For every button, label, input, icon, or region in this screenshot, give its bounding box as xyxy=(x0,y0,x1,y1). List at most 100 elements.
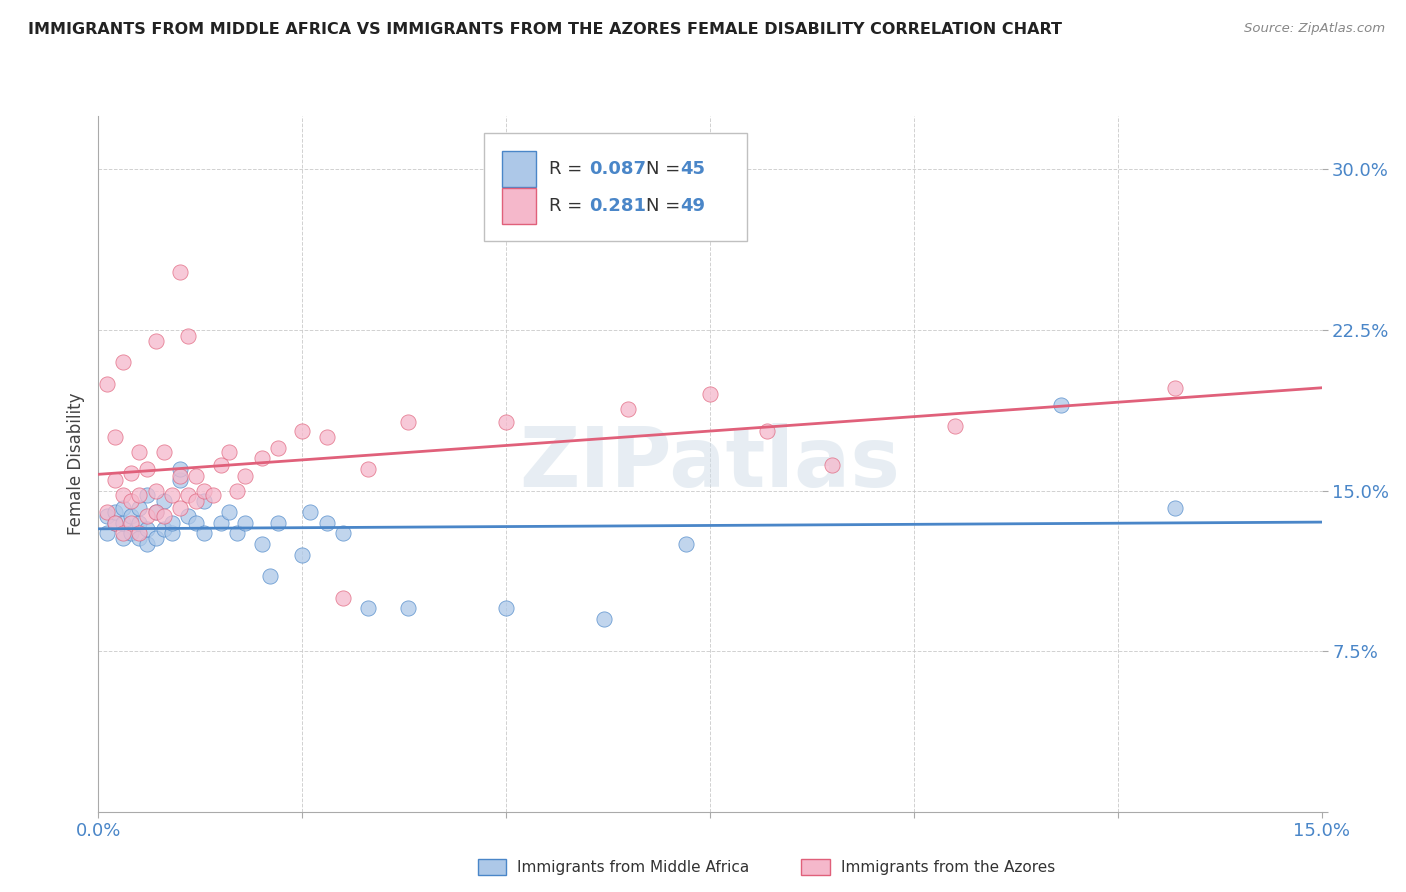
FancyBboxPatch shape xyxy=(502,187,536,224)
Point xyxy=(193,483,215,498)
Point xyxy=(111,500,134,515)
Point xyxy=(152,445,174,459)
Point xyxy=(495,601,517,615)
Point xyxy=(128,526,150,541)
Point xyxy=(177,488,200,502)
Bar xyxy=(801,859,830,875)
Point xyxy=(152,509,174,524)
Point xyxy=(111,516,134,530)
Point xyxy=(495,415,517,429)
FancyBboxPatch shape xyxy=(502,151,536,187)
Point xyxy=(315,430,337,444)
Point xyxy=(169,473,191,487)
Point xyxy=(218,445,240,459)
Point xyxy=(177,329,200,343)
Point xyxy=(145,334,167,348)
Point xyxy=(821,458,844,472)
Point xyxy=(128,445,150,459)
Point xyxy=(160,488,183,502)
Point xyxy=(186,468,208,483)
Point xyxy=(356,462,378,476)
Point xyxy=(111,531,134,545)
Point xyxy=(152,522,174,536)
Text: R =: R = xyxy=(548,160,588,178)
Point xyxy=(96,526,118,541)
Point xyxy=(186,494,208,508)
Point xyxy=(96,509,118,524)
Point xyxy=(259,569,281,583)
Point xyxy=(111,355,134,369)
Text: ZIPatlas: ZIPatlas xyxy=(520,424,900,504)
Point xyxy=(756,424,779,438)
Point xyxy=(1164,500,1187,515)
Point xyxy=(120,494,142,508)
Point xyxy=(136,462,159,476)
Point xyxy=(152,494,174,508)
Text: N =: N = xyxy=(647,197,686,215)
Point xyxy=(299,505,322,519)
Point xyxy=(177,509,200,524)
Point xyxy=(226,526,249,541)
Point xyxy=(201,488,224,502)
FancyBboxPatch shape xyxy=(484,134,747,241)
Point xyxy=(120,526,142,541)
Point xyxy=(218,505,240,519)
Point xyxy=(145,505,167,519)
Point xyxy=(145,505,167,519)
Point xyxy=(160,516,183,530)
Point xyxy=(396,601,419,615)
Point xyxy=(315,516,337,530)
Point xyxy=(226,483,249,498)
Text: 45: 45 xyxy=(681,160,706,178)
Bar xyxy=(478,859,506,875)
Point xyxy=(675,537,697,551)
Point xyxy=(128,488,150,502)
Point xyxy=(332,526,354,541)
Point xyxy=(145,483,167,498)
Point xyxy=(136,522,159,536)
Point xyxy=(104,430,127,444)
Text: N =: N = xyxy=(647,160,686,178)
Point xyxy=(1049,398,1071,412)
Point xyxy=(699,387,721,401)
Point xyxy=(120,467,142,481)
Text: Immigrants from the Azores: Immigrants from the Azores xyxy=(841,860,1054,874)
Point xyxy=(332,591,354,605)
Point xyxy=(169,500,191,515)
Point xyxy=(111,526,134,541)
Point xyxy=(943,419,966,434)
Point xyxy=(160,526,183,541)
Y-axis label: Female Disability: Female Disability xyxy=(66,392,84,535)
Point xyxy=(186,516,208,530)
Point xyxy=(193,494,215,508)
Point xyxy=(356,601,378,615)
Point xyxy=(250,451,273,466)
Point xyxy=(233,516,256,530)
Point xyxy=(96,376,118,391)
Point xyxy=(136,509,159,524)
Text: R =: R = xyxy=(548,197,593,215)
Point xyxy=(128,516,150,530)
Point xyxy=(136,537,159,551)
Point xyxy=(136,488,159,502)
Text: 0.087: 0.087 xyxy=(589,160,645,178)
Text: Immigrants from Middle Africa: Immigrants from Middle Africa xyxy=(517,860,749,874)
Point xyxy=(209,516,232,530)
Point xyxy=(250,537,273,551)
Point xyxy=(128,500,150,515)
Point xyxy=(169,468,191,483)
Point xyxy=(104,516,127,530)
Point xyxy=(267,441,290,455)
Point xyxy=(111,488,134,502)
Point xyxy=(291,548,314,562)
Point xyxy=(145,531,167,545)
Point xyxy=(96,505,118,519)
Point xyxy=(104,473,127,487)
Point xyxy=(104,516,127,530)
Point xyxy=(193,526,215,541)
Text: 0.281: 0.281 xyxy=(589,197,645,215)
Point xyxy=(396,415,419,429)
Point xyxy=(267,516,290,530)
Text: 49: 49 xyxy=(681,197,706,215)
Text: Source: ZipAtlas.com: Source: ZipAtlas.com xyxy=(1244,22,1385,36)
